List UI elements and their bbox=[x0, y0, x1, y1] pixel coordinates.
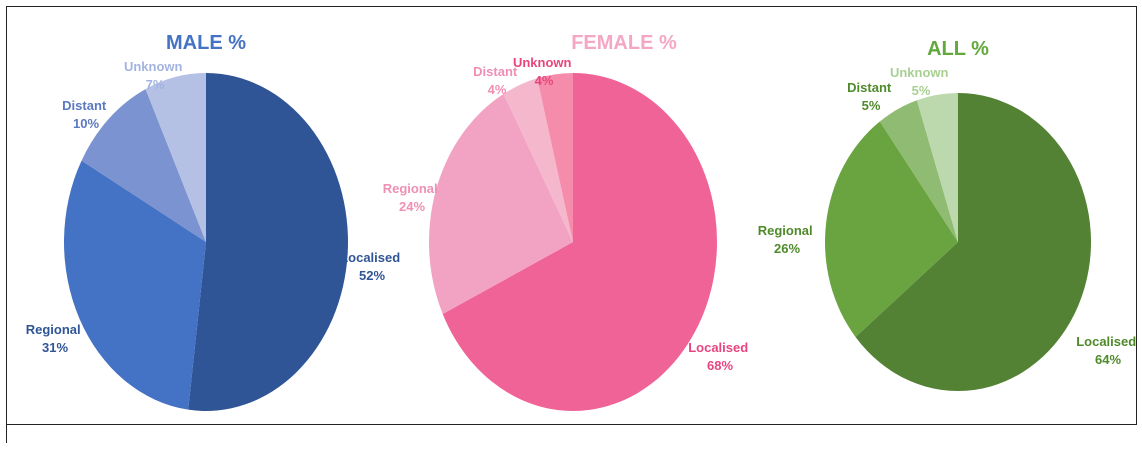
slice-label-all-unknown: Unknown 5% bbox=[890, 65, 952, 98]
slice-label-male-distant: Distant 10% bbox=[62, 98, 110, 131]
slice-label-all-distant: Distant 5% bbox=[847, 80, 895, 113]
pie-slices-female bbox=[429, 73, 717, 411]
pie-slice-male-distant bbox=[81, 89, 206, 242]
slice-label-female-localised: Localised 68% bbox=[688, 340, 752, 373]
slice-label-all-regional: Regional 26% bbox=[758, 223, 817, 256]
frame-right-border bbox=[1136, 6, 1137, 425]
slice-label-female-regional: Regional 24% bbox=[383, 181, 442, 214]
frame-bottom-border bbox=[6, 424, 1137, 425]
pie-slice-all-localised bbox=[855, 93, 1091, 391]
pie-labels-male: Localised 52% Regional 31% Distant 10% U… bbox=[26, 59, 404, 355]
slice-label-female-distant: Distant 4% bbox=[473, 64, 521, 97]
pie-slice-female-regional bbox=[429, 93, 573, 314]
pie-slice-male-regional bbox=[63, 160, 206, 410]
chart-title-male: MALE % bbox=[166, 32, 246, 54]
pie-labels-female: Localised 68% Regional 24% Distant 4% Un… bbox=[383, 55, 752, 373]
slice-label-female-unknown: Unknown 4% bbox=[513, 55, 575, 88]
slice-label-male-unknown: Unknown 7% bbox=[124, 59, 186, 92]
pie-slice-female-unknown bbox=[537, 73, 573, 242]
pie-slice-all-distant bbox=[879, 100, 958, 243]
pie-slice-female-localised bbox=[442, 73, 717, 411]
slice-label-male-regional: Regional 31% bbox=[26, 322, 85, 355]
chart-female: FEMALE % Localised 68% Regional 24% Dist… bbox=[383, 32, 752, 411]
slice-label-male-localised: Localised 52% bbox=[340, 250, 404, 283]
chart-title-all: ALL % bbox=[927, 38, 989, 60]
chart-all: ALL % Localised 64% Regional 26% Distant… bbox=[758, 38, 1140, 391]
pie-slice-all-regional bbox=[825, 121, 958, 337]
slice-label-all-localised: Localised 64% bbox=[1076, 334, 1140, 367]
frame-left-border bbox=[6, 6, 7, 443]
chart-male: MALE % Localised 52% Regional 31% Distan… bbox=[26, 32, 404, 411]
frame-top-border bbox=[6, 6, 1136, 7]
pie-slice-all-unknown bbox=[916, 93, 958, 242]
pie-slices-male bbox=[63, 73, 348, 411]
pie-labels-all: Localised 64% Regional 26% Distant 5% Un… bbox=[758, 65, 1140, 367]
pie-slice-male-localised bbox=[188, 73, 348, 411]
pie-slice-female-distant bbox=[503, 78, 573, 242]
pie-slices-all bbox=[825, 93, 1091, 391]
chart-title-female: FEMALE % bbox=[571, 32, 677, 54]
pie-slice-male-unknown bbox=[145, 73, 206, 242]
